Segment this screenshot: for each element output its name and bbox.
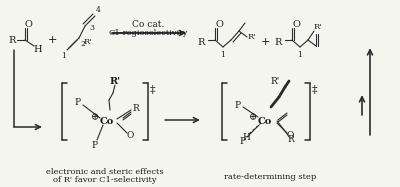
Text: R': R' (270, 76, 280, 85)
Text: 1: 1 (298, 51, 302, 59)
Text: electronic and steric effects: electronic and steric effects (46, 168, 164, 176)
Text: O: O (215, 19, 223, 28)
Text: 2: 2 (80, 40, 86, 48)
Text: R: R (133, 103, 139, 113)
Text: H: H (242, 133, 250, 142)
Text: ‡: ‡ (311, 85, 317, 95)
Text: ⊕: ⊕ (91, 114, 99, 122)
Text: P: P (235, 100, 241, 110)
Text: R': R' (84, 38, 92, 46)
Text: H: H (34, 45, 42, 53)
Text: R: R (288, 134, 294, 143)
Text: rate-determining step: rate-determining step (224, 173, 316, 181)
Text: P: P (92, 140, 98, 149)
Text: R: R (197, 38, 205, 47)
Text: ‡: ‡ (149, 85, 155, 95)
Text: O: O (24, 19, 32, 28)
Text: R': R' (110, 76, 120, 85)
Text: +: + (260, 37, 270, 47)
Text: 4: 4 (96, 6, 100, 14)
Text: P: P (240, 137, 246, 145)
Text: Co: Co (100, 117, 114, 125)
Text: Co cat.: Co cat. (132, 19, 164, 28)
Text: 3: 3 (90, 24, 94, 32)
Text: ⊕: ⊕ (249, 114, 257, 122)
Text: O: O (286, 131, 294, 140)
Text: 1: 1 (220, 51, 226, 59)
Text: O: O (126, 131, 134, 140)
Text: of R’ favor C1-selectivity: of R’ favor C1-selectivity (53, 176, 157, 184)
Text: +: + (47, 35, 57, 45)
Text: 1: 1 (62, 52, 66, 60)
Text: P: P (75, 97, 81, 107)
Text: Co: Co (258, 117, 272, 125)
Text: O: O (292, 19, 300, 28)
Text: R: R (274, 38, 282, 47)
Text: R: R (8, 36, 16, 45)
Text: R': R' (314, 23, 322, 31)
Text: C1-regioselectivity: C1-regioselectivity (108, 29, 188, 37)
Text: R': R' (248, 33, 256, 41)
